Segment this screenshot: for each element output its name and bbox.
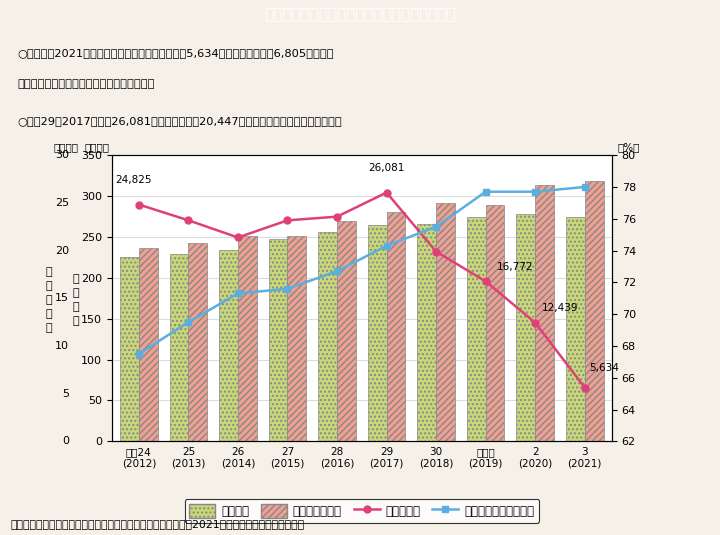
待機児童数 [531,319,539,326]
Text: ９－３図　保育の申込者数、待機児童数の状況: ９－３図 保育の申込者数、待機児童数の状況 [264,7,456,22]
Text: 5,634: 5,634 [590,363,619,373]
女性就業率（右目盛） [531,188,539,195]
Bar [287,236,306,441]
待機児童数 [580,385,589,391]
Bar [418,224,436,441]
Text: 26,081: 26,081 [369,164,405,173]
女性就業率（右目盛） [333,268,341,274]
Bar [120,257,139,441]
Bar [585,181,603,441]
Bar [467,217,486,441]
Bar [337,220,356,441]
Bar [535,186,554,441]
Text: 待機児童数は、４年連続で最少となった。: 待機児童数は、４年連続で最少となった。 [18,79,156,89]
女性就業率（右目盛） [382,242,391,249]
Text: 0: 0 [62,437,69,446]
女性就業率（右目盛） [580,184,589,190]
Text: 16,772: 16,772 [497,262,534,272]
待機児童数 [432,248,441,255]
Text: （万人）: （万人） [85,142,110,152]
待機児童数 [482,278,490,285]
Legend: 申込者数, 保育の受け皿量, 待機児童数, 女性就業率（右目盛）: 申込者数, 保育の受け皿量, 待機児童数, 女性就業率（右目盛） [184,499,539,523]
Bar [387,211,405,441]
Text: 24,825: 24,825 [116,175,152,186]
Bar [170,254,189,441]
Bar [436,203,455,441]
待機児童数 [333,213,341,220]
Text: （%）: （%） [617,142,639,152]
Bar [566,217,585,441]
Text: （備考）厚生労働省「保育所等利用待機児童数調査（令和３（2021）年４月１日）」より作成。: （備考）厚生労働省「保育所等利用待機児童数調査（令和３（2021）年４月１日）」… [11,518,305,529]
女性就業率（右目盛） [482,188,490,195]
Bar [189,243,207,441]
Line: 女性就業率（右目盛）: 女性就業率（右目盛） [135,184,588,357]
女性就業率（右目盛） [233,291,242,297]
女性就業率（右目盛） [283,286,292,292]
Line: 待機児童数: 待機児童数 [135,189,588,391]
Text: 30: 30 [55,150,69,160]
Text: 20: 20 [55,246,69,256]
Bar [219,250,238,441]
待機児童数 [382,189,391,196]
女性就業率（右目盛） [184,319,193,325]
Text: 12,439: 12,439 [541,303,578,313]
待機児童数 [283,217,292,224]
Text: ○令和３（2021）年４月１日時点の待機児童数は5,634人で、前年に比べ6,805人減少。: ○令和３（2021）年４月１日時点の待機児童数は5,634人で、前年に比べ6,8… [18,48,334,58]
Bar [318,232,337,441]
Bar [516,214,535,441]
待機児童数 [184,217,193,224]
待機児童数 [135,201,143,208]
Text: 25: 25 [55,198,69,208]
Bar [238,236,257,441]
女性就業率（右目盛） [135,351,143,357]
Text: ○平成29（2017）年の26,081人から４年間で20,447人減少し、約５分の１になった。: ○平成29（2017）年の26,081人から４年間で20,447人減少し、約５分… [18,116,343,126]
Text: 申
込
者
数: 申 込 者 数 [72,273,79,326]
Text: （千人）: （千人） [54,142,79,152]
Text: 15: 15 [55,293,69,303]
Bar [269,239,287,441]
待機児童数 [233,234,242,241]
Text: 10: 10 [55,341,69,351]
Text: 待
機
児
童
数: 待 機 児 童 数 [45,266,53,333]
Bar [368,225,387,441]
Bar [486,205,505,441]
女性就業率（右目盛） [432,224,441,230]
Bar [139,248,158,441]
Text: 5: 5 [62,388,69,399]
